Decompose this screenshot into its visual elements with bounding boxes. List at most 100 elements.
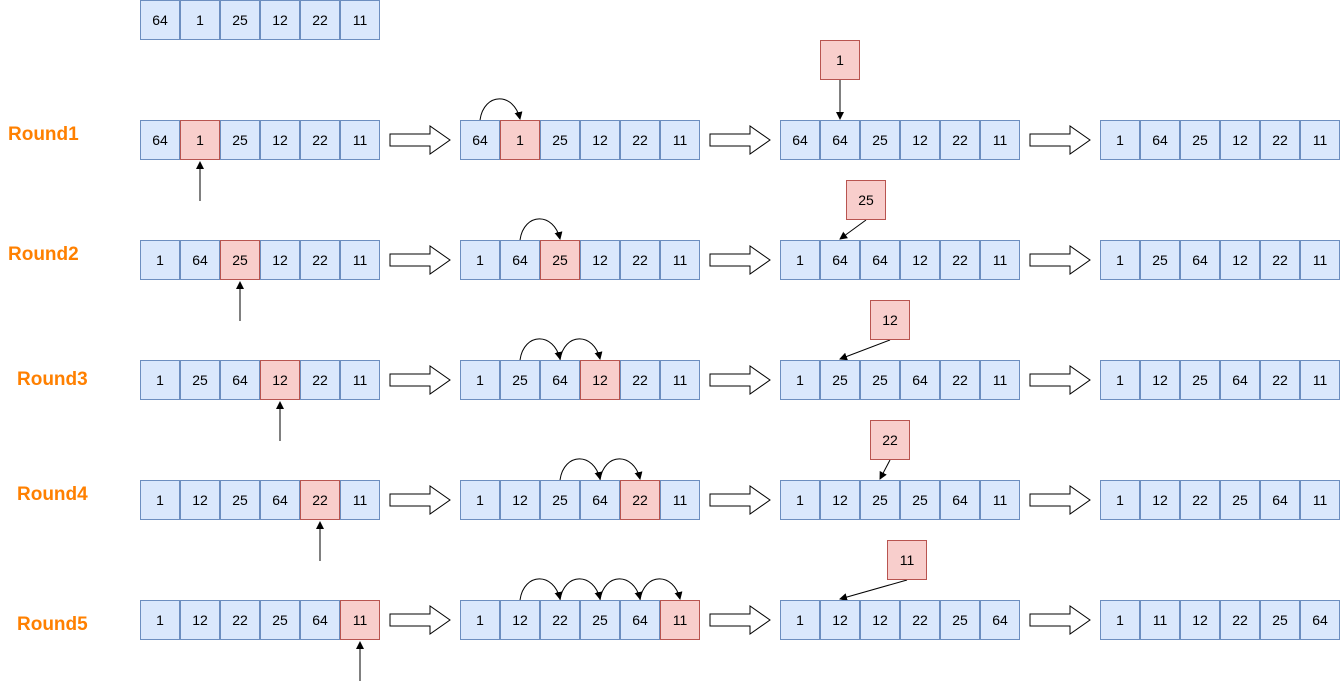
array-cell: 11: [660, 240, 700, 280]
next-step-arrow: [389, 365, 451, 395]
array-cell: 25: [860, 360, 900, 400]
shift-curve-arrow: [599, 578, 643, 601]
array-cell: 12: [1140, 360, 1180, 400]
array-cell: 12: [1180, 600, 1220, 640]
array-cell: 1: [1100, 240, 1140, 280]
initial-array-cell: 64: [140, 0, 180, 40]
array-cell: 22: [1180, 480, 1220, 520]
array-cell: 25: [900, 480, 940, 520]
array-cell: 1: [1100, 360, 1140, 400]
array-cell: 64: [980, 600, 1020, 640]
array-cell: 22: [540, 600, 580, 640]
array-cell: 12: [820, 600, 860, 640]
next-step-arrow: [1029, 485, 1091, 515]
array-cell: 64: [900, 360, 940, 400]
array-cell: 22: [1260, 360, 1300, 400]
array-cell: 25: [1180, 120, 1220, 160]
array-cell: 12: [1220, 240, 1260, 280]
array-cell: 1: [1100, 600, 1140, 640]
array-cell: 25: [580, 600, 620, 640]
array-cell: 64: [940, 480, 980, 520]
array-cell: 64: [540, 360, 580, 400]
array-cell: 25: [1220, 480, 1260, 520]
array-cell: 64: [460, 120, 500, 160]
array-cell: 64: [140, 120, 180, 160]
array-cell: 22: [940, 240, 980, 280]
array-cell: 11: [980, 240, 1020, 280]
array-cell: 12: [500, 600, 540, 640]
insert-arrow: [839, 339, 891, 361]
key-value-box: 11: [887, 540, 927, 580]
array-cell: 64: [580, 480, 620, 520]
array-cell: 12: [180, 600, 220, 640]
array-cell: 1: [1100, 480, 1140, 520]
key-cell: 22: [620, 480, 660, 520]
array-cell: 1: [1100, 120, 1140, 160]
array-cell: 25: [500, 360, 540, 400]
insert-arrow: [839, 579, 908, 601]
array-cell: 11: [1140, 600, 1180, 640]
next-step-arrow: [389, 605, 451, 635]
key-value-box: 25: [846, 180, 886, 220]
array-cell: 22: [940, 360, 980, 400]
array-cell: 12: [500, 480, 540, 520]
array-cell: 64: [260, 480, 300, 520]
shift-curve-arrow: [559, 338, 603, 361]
initial-array-cell: 11: [340, 0, 380, 40]
round-label: Round5: [17, 614, 88, 635]
array-cell: 22: [900, 600, 940, 640]
key-cell: 25: [220, 240, 260, 280]
array-cell: 25: [860, 480, 900, 520]
array-cell: 12: [580, 120, 620, 160]
key-cell: 11: [660, 600, 700, 640]
array-cell: 22: [300, 360, 340, 400]
array-cell: 25: [180, 360, 220, 400]
shift-curve-arrow: [479, 98, 523, 121]
array-cell: 22: [1220, 600, 1260, 640]
key-cell: 25: [540, 240, 580, 280]
array-cell: 25: [940, 600, 980, 640]
array-cell: 12: [260, 120, 300, 160]
array-cell: 64: [860, 240, 900, 280]
array-cell: 1: [460, 360, 500, 400]
array-cell: 12: [1140, 480, 1180, 520]
array-cell: 22: [300, 120, 340, 160]
array-cell: 11: [1300, 120, 1340, 160]
key-value-box: 12: [870, 300, 910, 340]
array-cell: 11: [340, 360, 380, 400]
array-cell: 64: [180, 240, 220, 280]
round-label: Round4: [17, 484, 88, 505]
array-cell: 12: [900, 240, 940, 280]
array-cell: 11: [340, 120, 380, 160]
shift-curve-arrow: [519, 578, 563, 601]
round-label: Round1: [8, 124, 79, 145]
key-cell: 11: [340, 600, 380, 640]
key-cell: 1: [500, 120, 540, 160]
array-cell: 64: [620, 600, 660, 640]
initial-array-cell: 22: [300, 0, 340, 40]
next-step-arrow: [1029, 125, 1091, 155]
next-step-arrow: [709, 245, 771, 275]
array-cell: 64: [820, 240, 860, 280]
array-cell: 1: [460, 600, 500, 640]
array-cell: 25: [540, 120, 580, 160]
array-cell: 25: [260, 600, 300, 640]
array-cell: 11: [1300, 240, 1340, 280]
key-cell: 1: [180, 120, 220, 160]
array-cell: 1: [780, 360, 820, 400]
key-cell: 12: [580, 360, 620, 400]
next-step-arrow: [709, 485, 771, 515]
shift-curve-arrow: [559, 458, 603, 481]
array-cell: 25: [220, 480, 260, 520]
array-cell: 1: [140, 480, 180, 520]
next-step-arrow: [389, 245, 451, 275]
array-cell: 12: [260, 240, 300, 280]
array-cell: 25: [860, 120, 900, 160]
array-cell: 64: [1220, 360, 1260, 400]
round-label: Round3: [17, 369, 88, 390]
shift-curve-arrow: [519, 338, 563, 361]
array-cell: 11: [1300, 480, 1340, 520]
array-cell: 22: [300, 240, 340, 280]
array-cell: 12: [820, 480, 860, 520]
